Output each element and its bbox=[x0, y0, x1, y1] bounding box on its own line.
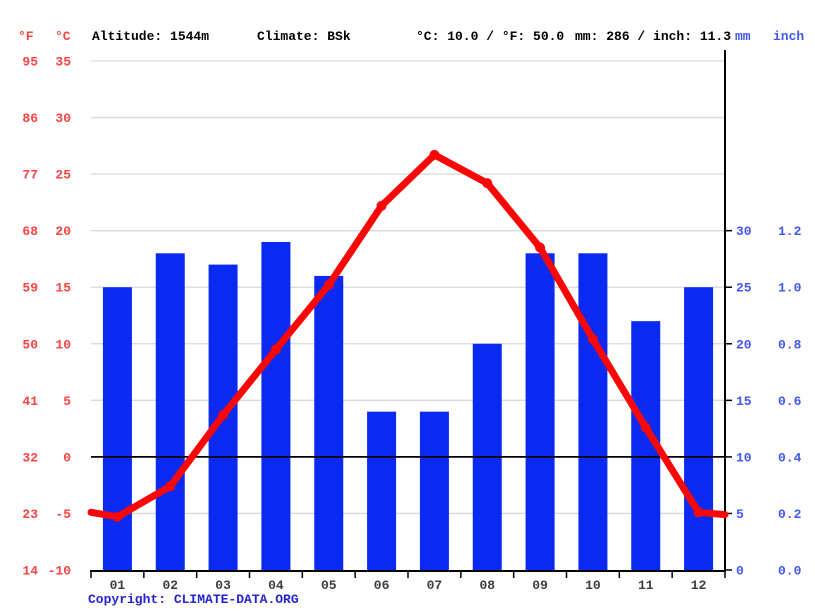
temp-point-10 bbox=[587, 334, 598, 345]
mean-temp-label: °C: 10.0 / °F: 50.0 bbox=[416, 29, 565, 44]
total-precip-label: mm: 286 / inch: 11.3 bbox=[575, 29, 732, 44]
precip-bar-12 bbox=[684, 287, 714, 570]
precip-bar-07 bbox=[419, 411, 449, 570]
f-tick-label-68: 68 bbox=[22, 224, 38, 239]
f-tick-label-14: 14 bbox=[22, 564, 38, 579]
temp-point-05 bbox=[323, 279, 334, 290]
temp-point-12 bbox=[693, 507, 704, 518]
c-tick-label-25: 25 bbox=[55, 168, 71, 183]
c-tick-label--5: -5 bbox=[55, 507, 71, 522]
temp-point-08 bbox=[482, 178, 493, 189]
f-tick-label-41: 41 bbox=[22, 394, 38, 409]
temp-point-09 bbox=[535, 242, 546, 253]
x-tick-label-11: 11 bbox=[638, 578, 654, 593]
x-tick-label-09: 09 bbox=[532, 578, 548, 593]
mm-tick-label-25: 25 bbox=[736, 281, 752, 296]
precip-bar-05 bbox=[314, 275, 344, 570]
x-tick-label-12: 12 bbox=[691, 578, 707, 593]
inch-axis-title: inch bbox=[773, 29, 805, 44]
celsius-axis-title: °C bbox=[55, 29, 71, 44]
inch-tick-label-1.0: 1.0 bbox=[778, 281, 802, 296]
x-tick-label-10: 10 bbox=[585, 578, 601, 593]
x-tick-label-03: 03 bbox=[215, 578, 231, 593]
c-tick-label-35: 35 bbox=[55, 55, 71, 70]
mm-tick-label-5: 5 bbox=[736, 507, 744, 522]
precip-bar-10 bbox=[578, 253, 608, 571]
inch-tick-label-0.0: 0.0 bbox=[778, 564, 802, 579]
c-tick-label-10: 10 bbox=[55, 337, 71, 352]
f-tick-label-50: 50 bbox=[22, 337, 38, 352]
x-tick-label-08: 08 bbox=[479, 578, 495, 593]
c-tick-label-20: 20 bbox=[55, 224, 71, 239]
temp-point-01 bbox=[112, 511, 123, 522]
x-tick-label-01: 01 bbox=[110, 578, 126, 593]
temp-point-06 bbox=[376, 200, 387, 211]
mm-tick-label-20: 20 bbox=[736, 337, 752, 352]
temp-point-11 bbox=[640, 422, 651, 433]
precip-bar-02 bbox=[155, 253, 185, 571]
f-tick-label-23: 23 bbox=[22, 507, 38, 522]
copyright: Copyright: CLIMATE-DATA.ORG bbox=[88, 592, 299, 607]
mm-tick-label-0: 0 bbox=[736, 564, 744, 579]
mm-tick-label-30: 30 bbox=[736, 224, 752, 239]
inch-tick-label-1.2: 1.2 bbox=[778, 224, 802, 239]
precip-bar-06 bbox=[367, 411, 397, 570]
precip-bar-04 bbox=[261, 241, 291, 570]
f-tick-label-86: 86 bbox=[22, 111, 38, 126]
c-tick-label-30: 30 bbox=[55, 111, 71, 126]
x-tick-label-04: 04 bbox=[268, 578, 284, 593]
fahrenheit-axis-title: °F bbox=[18, 29, 34, 44]
temp-point-04 bbox=[270, 344, 281, 355]
copyright-link[interactable]: CLIMATE-DATA.ORG bbox=[173, 592, 299, 607]
altitude-label: Altitude: 1544m bbox=[92, 29, 210, 44]
inch-tick-label-0.4: 0.4 bbox=[778, 450, 802, 465]
precip-bar-09 bbox=[525, 253, 555, 571]
temp-point-02 bbox=[165, 481, 176, 492]
c-tick-label-5: 5 bbox=[63, 394, 71, 409]
x-tick-label-05: 05 bbox=[321, 578, 337, 593]
inch-tick-label-0.6: 0.6 bbox=[778, 394, 802, 409]
f-tick-label-77: 77 bbox=[22, 168, 38, 183]
copyright-label: Copyright: bbox=[88, 592, 174, 607]
mm-tick-label-10: 10 bbox=[736, 450, 752, 465]
c-tick-label-15: 15 bbox=[55, 281, 71, 296]
temp-point-07 bbox=[429, 149, 440, 160]
f-tick-label-59: 59 bbox=[22, 281, 38, 296]
x-tick-label-02: 02 bbox=[162, 578, 178, 593]
mm-tick-label-15: 15 bbox=[736, 394, 752, 409]
temperature-line bbox=[87, 151, 729, 521]
inch-tick-label-0.2: 0.2 bbox=[778, 507, 802, 522]
x-tick-label-07: 07 bbox=[427, 578, 443, 593]
c-tick-label-0: 0 bbox=[63, 450, 71, 465]
precip-bar-01 bbox=[102, 287, 132, 570]
mm-axis-title: mm bbox=[735, 29, 751, 44]
x-tick-label-06: 06 bbox=[374, 578, 390, 593]
climate-class-label: Climate: BSk bbox=[257, 29, 351, 44]
f-tick-label-32: 32 bbox=[22, 450, 38, 465]
f-tick-label-95: 95 bbox=[22, 55, 38, 70]
c-tick-label--10: -10 bbox=[48, 564, 72, 579]
inch-tick-label-0.8: 0.8 bbox=[778, 337, 802, 352]
temp-point-03 bbox=[218, 410, 229, 421]
